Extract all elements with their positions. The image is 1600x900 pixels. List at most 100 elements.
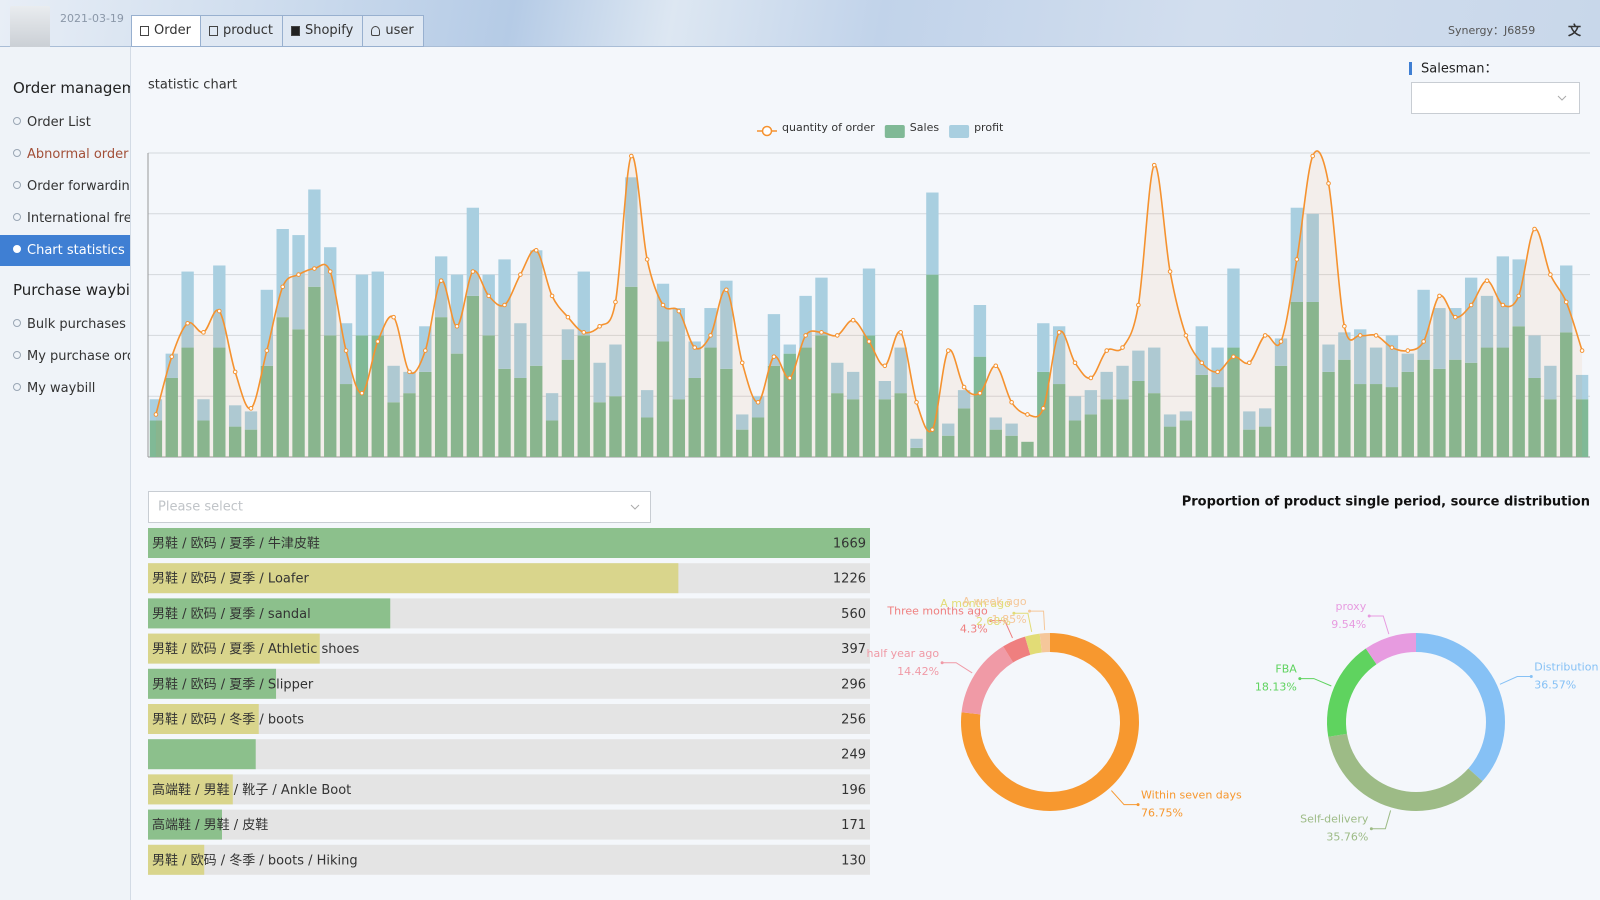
line-point (1120, 345, 1125, 350)
line-point (644, 257, 650, 262)
bar (1322, 344, 1335, 372)
nav-item[interactable]: My waybill (0, 373, 130, 404)
slice-value: 1.85% (992, 613, 1027, 626)
bar (926, 274, 939, 457)
bar (862, 268, 876, 336)
bar (1354, 384, 1367, 457)
bar (148, 809, 222, 840)
slice-value: 35.76% (1326, 831, 1368, 844)
bar (751, 417, 765, 457)
bar (1148, 393, 1161, 457)
bar-track (148, 704, 870, 734)
line-area (155, 150, 1583, 458)
line-point (264, 348, 270, 353)
salesman-select[interactable] (1411, 82, 1580, 114)
tab-label: product (222, 23, 273, 38)
line-point (1516, 293, 1521, 299)
translate-button[interactable]: 文 (1568, 24, 1582, 39)
nav-item[interactable]: Chart statistics (0, 235, 130, 266)
bar (704, 347, 717, 457)
bar (1116, 399, 1129, 457)
section-title: Purchase waybill (13, 281, 131, 299)
product-select[interactable] (148, 491, 651, 523)
tab-icon (140, 26, 149, 36)
nav-item[interactable]: My purchase order (0, 341, 130, 372)
bar (1179, 420, 1193, 457)
bar (926, 192, 939, 275)
bar (482, 335, 495, 457)
bar (1021, 441, 1034, 457)
bar-label: 男鞋 / 欧码 / 冬季 / boots (152, 712, 304, 728)
bar (292, 235, 305, 330)
bar-label: 男鞋 / 欧码 / 夏季 / Athletic shoes (152, 641, 359, 657)
legend-symbol (884, 125, 905, 138)
line-point (1041, 406, 1046, 411)
bar (1100, 371, 1113, 400)
bar (1005, 435, 1018, 457)
line-point (1405, 348, 1411, 353)
line-point (423, 348, 428, 353)
bar-value: 249 (841, 748, 866, 763)
header-date: 2021-03-19 (60, 12, 124, 25)
bar (1338, 359, 1351, 457)
bar (973, 356, 987, 457)
tab[interactable]: user (363, 15, 424, 47)
bar (181, 271, 194, 348)
line-point (835, 333, 840, 338)
line-point (1247, 360, 1252, 366)
bar (1258, 408, 1272, 427)
line-point (454, 323, 460, 329)
bar (197, 420, 210, 457)
bar (1512, 259, 1525, 327)
slice-value: 2.68% (976, 615, 1011, 628)
bar (213, 347, 226, 457)
nav-item[interactable]: Order forwarding (0, 171, 130, 202)
bar (1369, 347, 1383, 385)
bar (450, 353, 464, 457)
line-point (977, 390, 983, 396)
bar (799, 347, 812, 457)
line-point (185, 320, 190, 326)
bar (530, 250, 543, 366)
line-point (502, 302, 507, 308)
line-point (1563, 299, 1569, 305)
line-point (692, 345, 697, 350)
sidebar: Order management Order List Abnormal ord… (0, 47, 131, 900)
legend-item[interactable]: profit (949, 121, 1004, 138)
line-point (1104, 348, 1109, 353)
tab-icon (208, 26, 218, 36)
nav-item[interactable]: Order List (0, 107, 130, 138)
bar (165, 377, 178, 457)
bar (1211, 347, 1224, 388)
tab[interactable]: product (200, 15, 283, 47)
bar (1132, 381, 1145, 457)
page-title: statistic chart (148, 78, 237, 93)
bar (339, 384, 353, 457)
nav-item[interactable]: Abnormal order (0, 139, 130, 170)
bar (656, 341, 670, 457)
nav-item[interactable]: International freight (0, 203, 130, 234)
bar (609, 396, 622, 457)
tab[interactable]: Shopify (282, 15, 364, 47)
pie-slice (1003, 636, 1031, 663)
bar (514, 323, 527, 378)
bar (1116, 365, 1129, 400)
bar (815, 335, 828, 457)
legend-item[interactable]: Sales (884, 121, 940, 138)
tab[interactable]: Order (131, 15, 201, 47)
label-accent (1409, 62, 1412, 75)
line-point (945, 348, 951, 353)
bar-label: 高端鞋 / 男鞋 / 皮鞋 (152, 817, 268, 833)
nav-item[interactable]: Bulk purchases (0, 309, 130, 340)
line-point (375, 339, 381, 344)
slice-label: proxy (1336, 600, 1367, 613)
bar (148, 528, 870, 558)
bar (561, 359, 575, 457)
bar-track (148, 844, 870, 875)
bar (466, 207, 480, 296)
slice-label: Within seven days (1141, 789, 1242, 802)
bar (1195, 326, 1208, 375)
legend-item[interactable]: quantity of order (757, 121, 875, 137)
line-point (1453, 314, 1458, 320)
